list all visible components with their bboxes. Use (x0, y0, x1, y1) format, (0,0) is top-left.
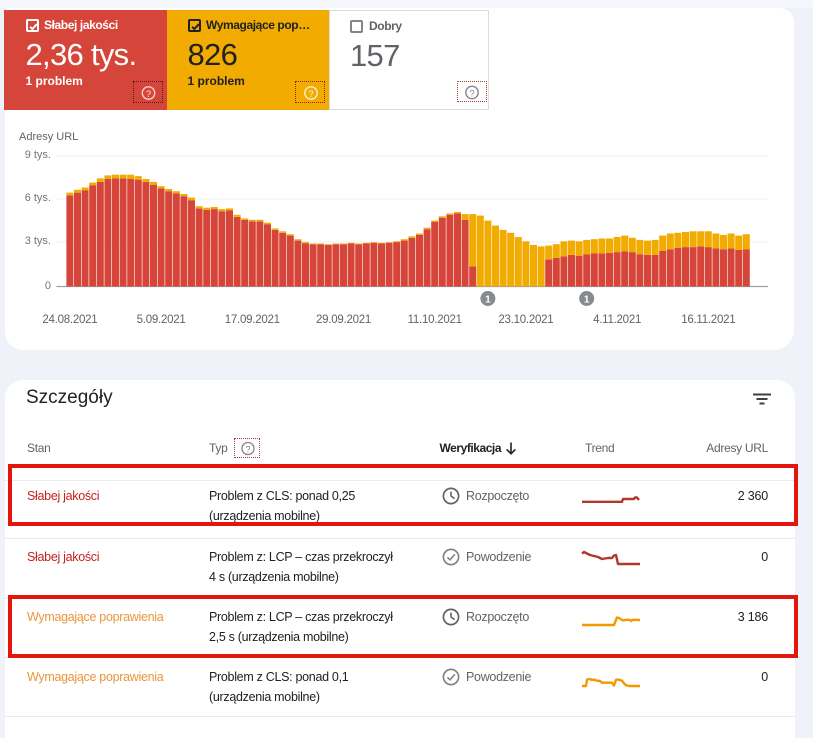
svg-text:1: 1 (485, 294, 491, 305)
svg-text:1: 1 (584, 294, 590, 305)
svg-text:?: ? (245, 444, 250, 454)
svg-text:?: ? (145, 89, 150, 100)
svg-text:?: ? (308, 89, 313, 100)
svg-text:?: ? (469, 89, 474, 100)
